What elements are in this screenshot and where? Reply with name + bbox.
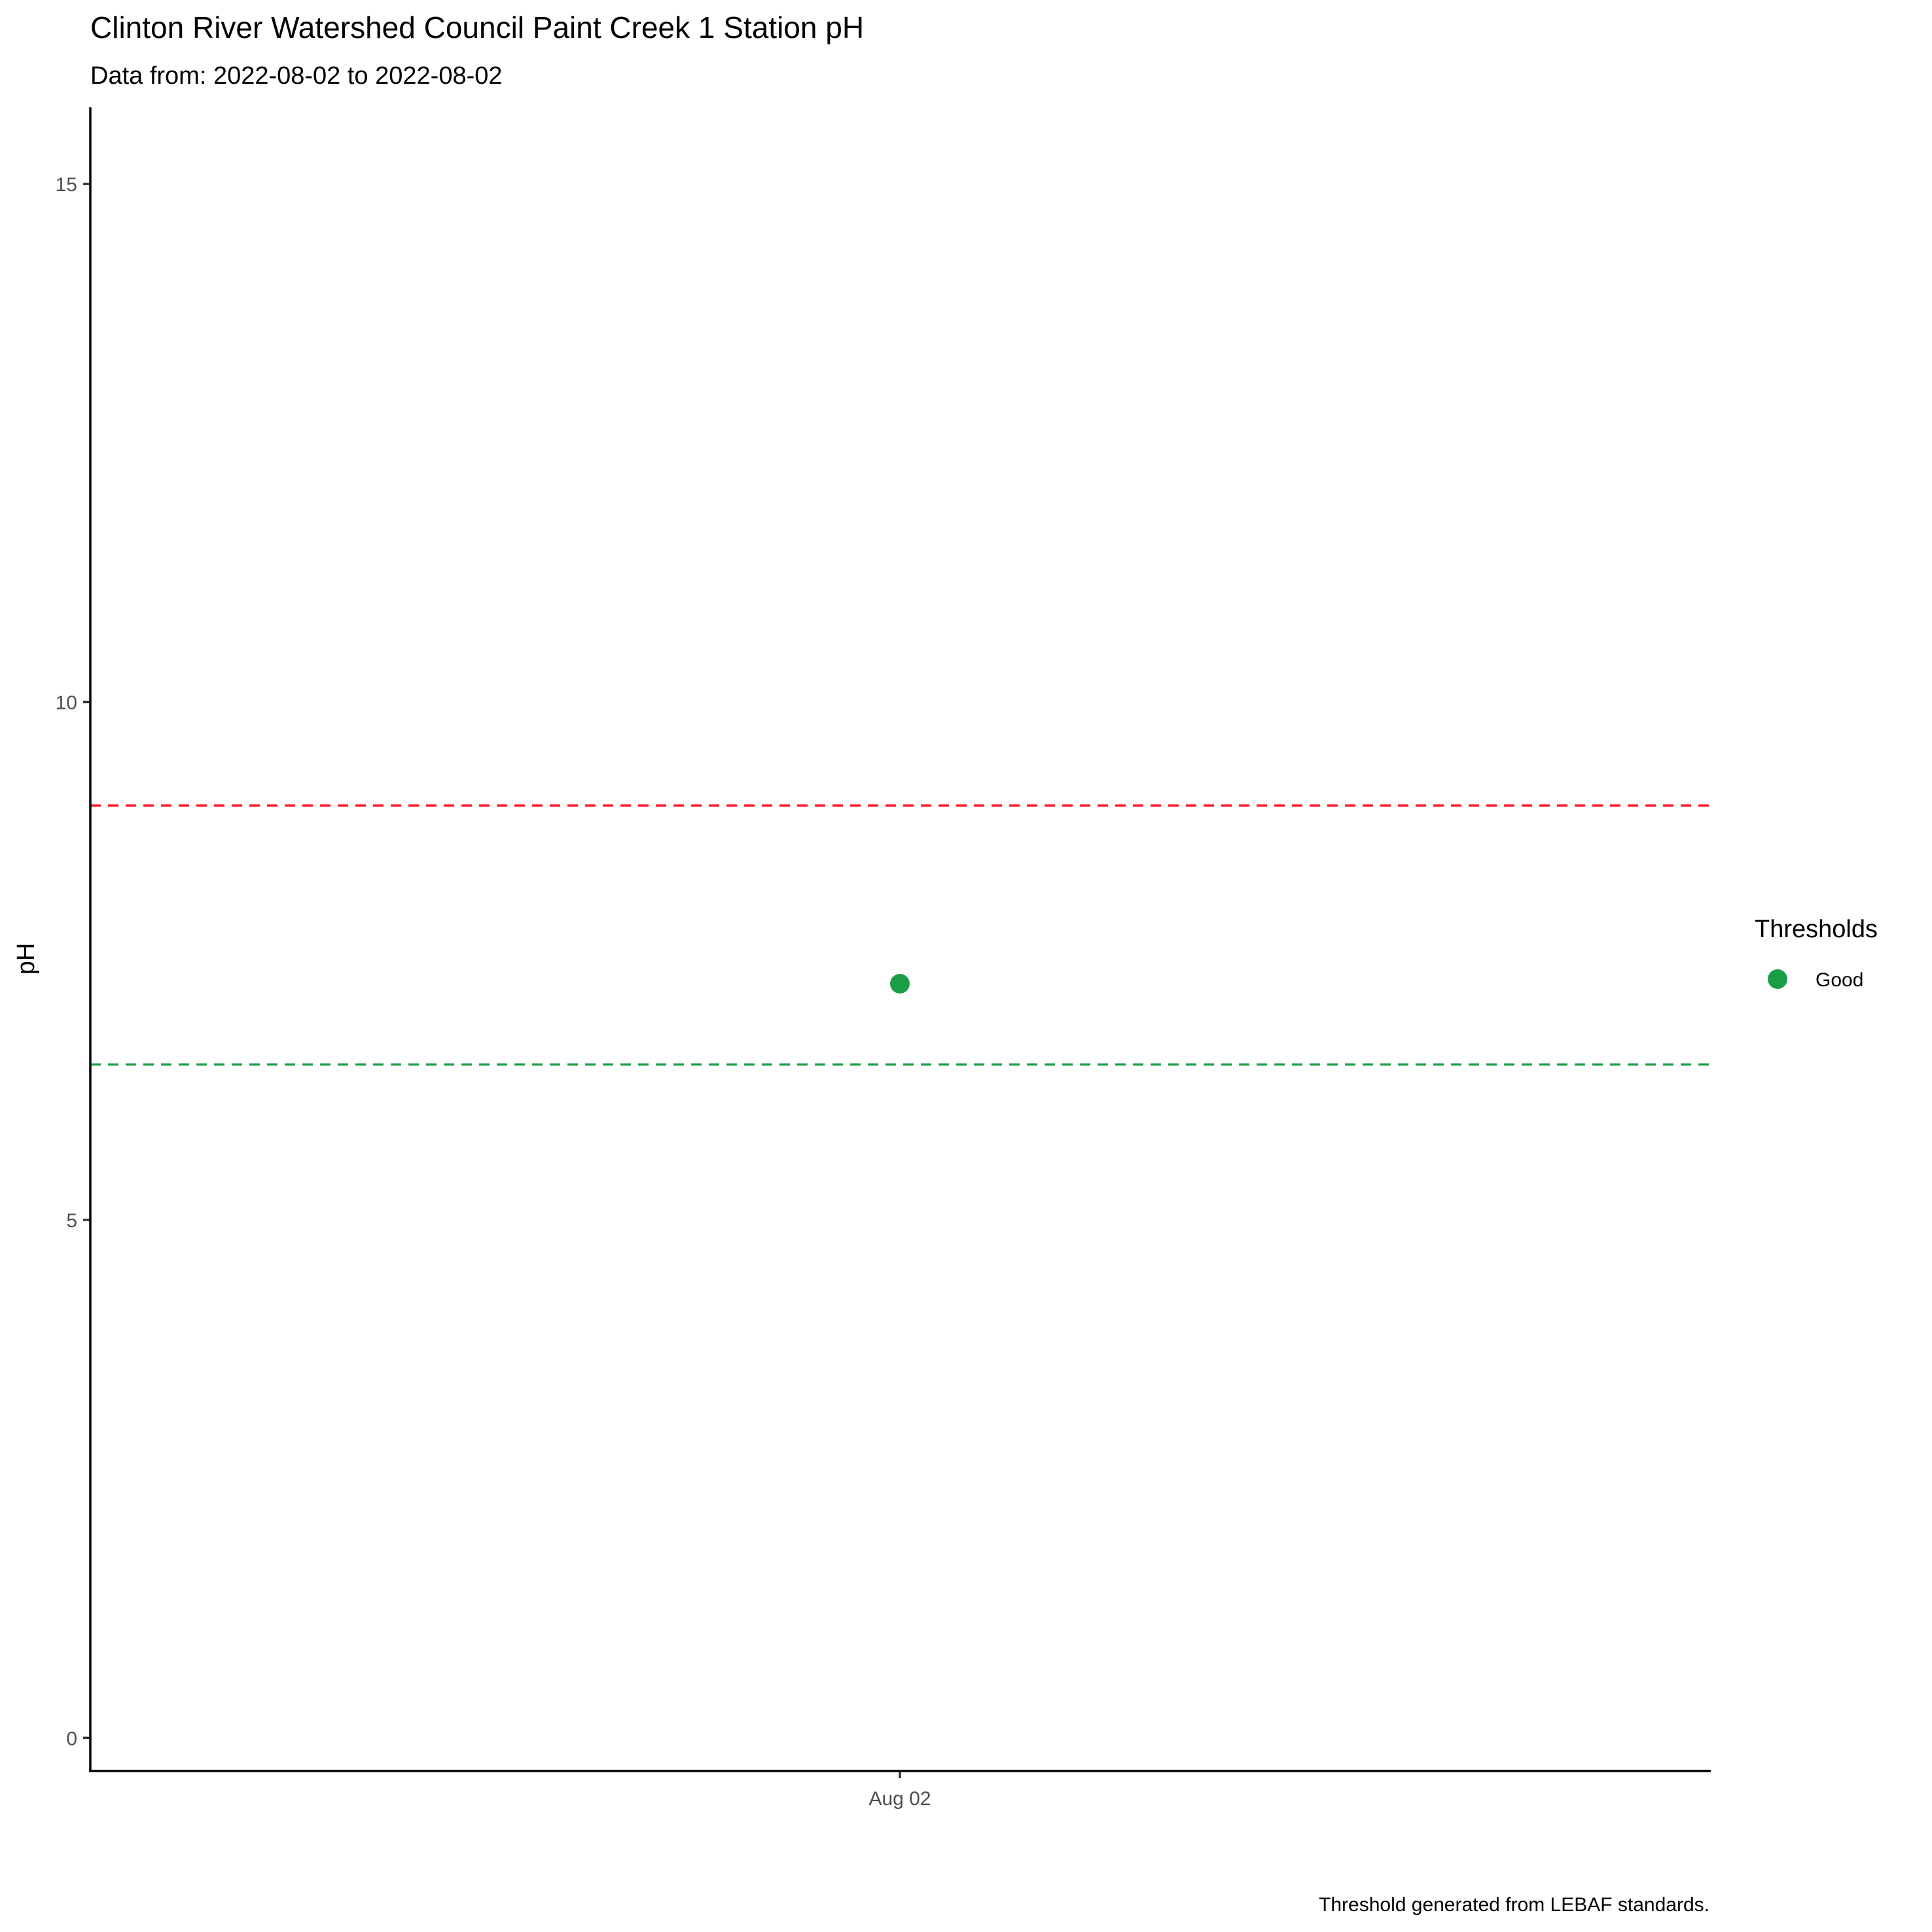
y-axis-ticks: 0 5 10 15 <box>56 174 90 1749</box>
threshold-lines <box>90 804 1709 1066</box>
y-tick-label: 15 <box>56 174 77 196</box>
y-tick-label: 0 <box>66 1728 77 1749</box>
legend-entries: Good <box>1768 969 1863 991</box>
data-point <box>890 974 910 994</box>
x-tick-label: Aug 02 <box>868 1788 931 1810</box>
y-axis-title: pH <box>12 943 40 975</box>
legend-title: Thresholds <box>1755 916 1878 943</box>
legend: Thresholds Good <box>1755 916 1878 991</box>
chart-caption: Threshold generated from LEBAF standards… <box>1319 1894 1709 1916</box>
x-axis-ticks: Aug 02 <box>868 1771 931 1810</box>
data-points <box>890 974 910 994</box>
y-tick-label: 10 <box>56 692 77 714</box>
chart-title: Clinton River Watershed Council Paint Cr… <box>90 10 864 45</box>
y-tick-label: 5 <box>66 1210 77 1232</box>
chart-subtitle: Data from: 2022-08-02 to 2022-08-02 <box>90 62 503 90</box>
legend-label: Good <box>1816 969 1863 991</box>
legend-key <box>1768 969 1787 989</box>
